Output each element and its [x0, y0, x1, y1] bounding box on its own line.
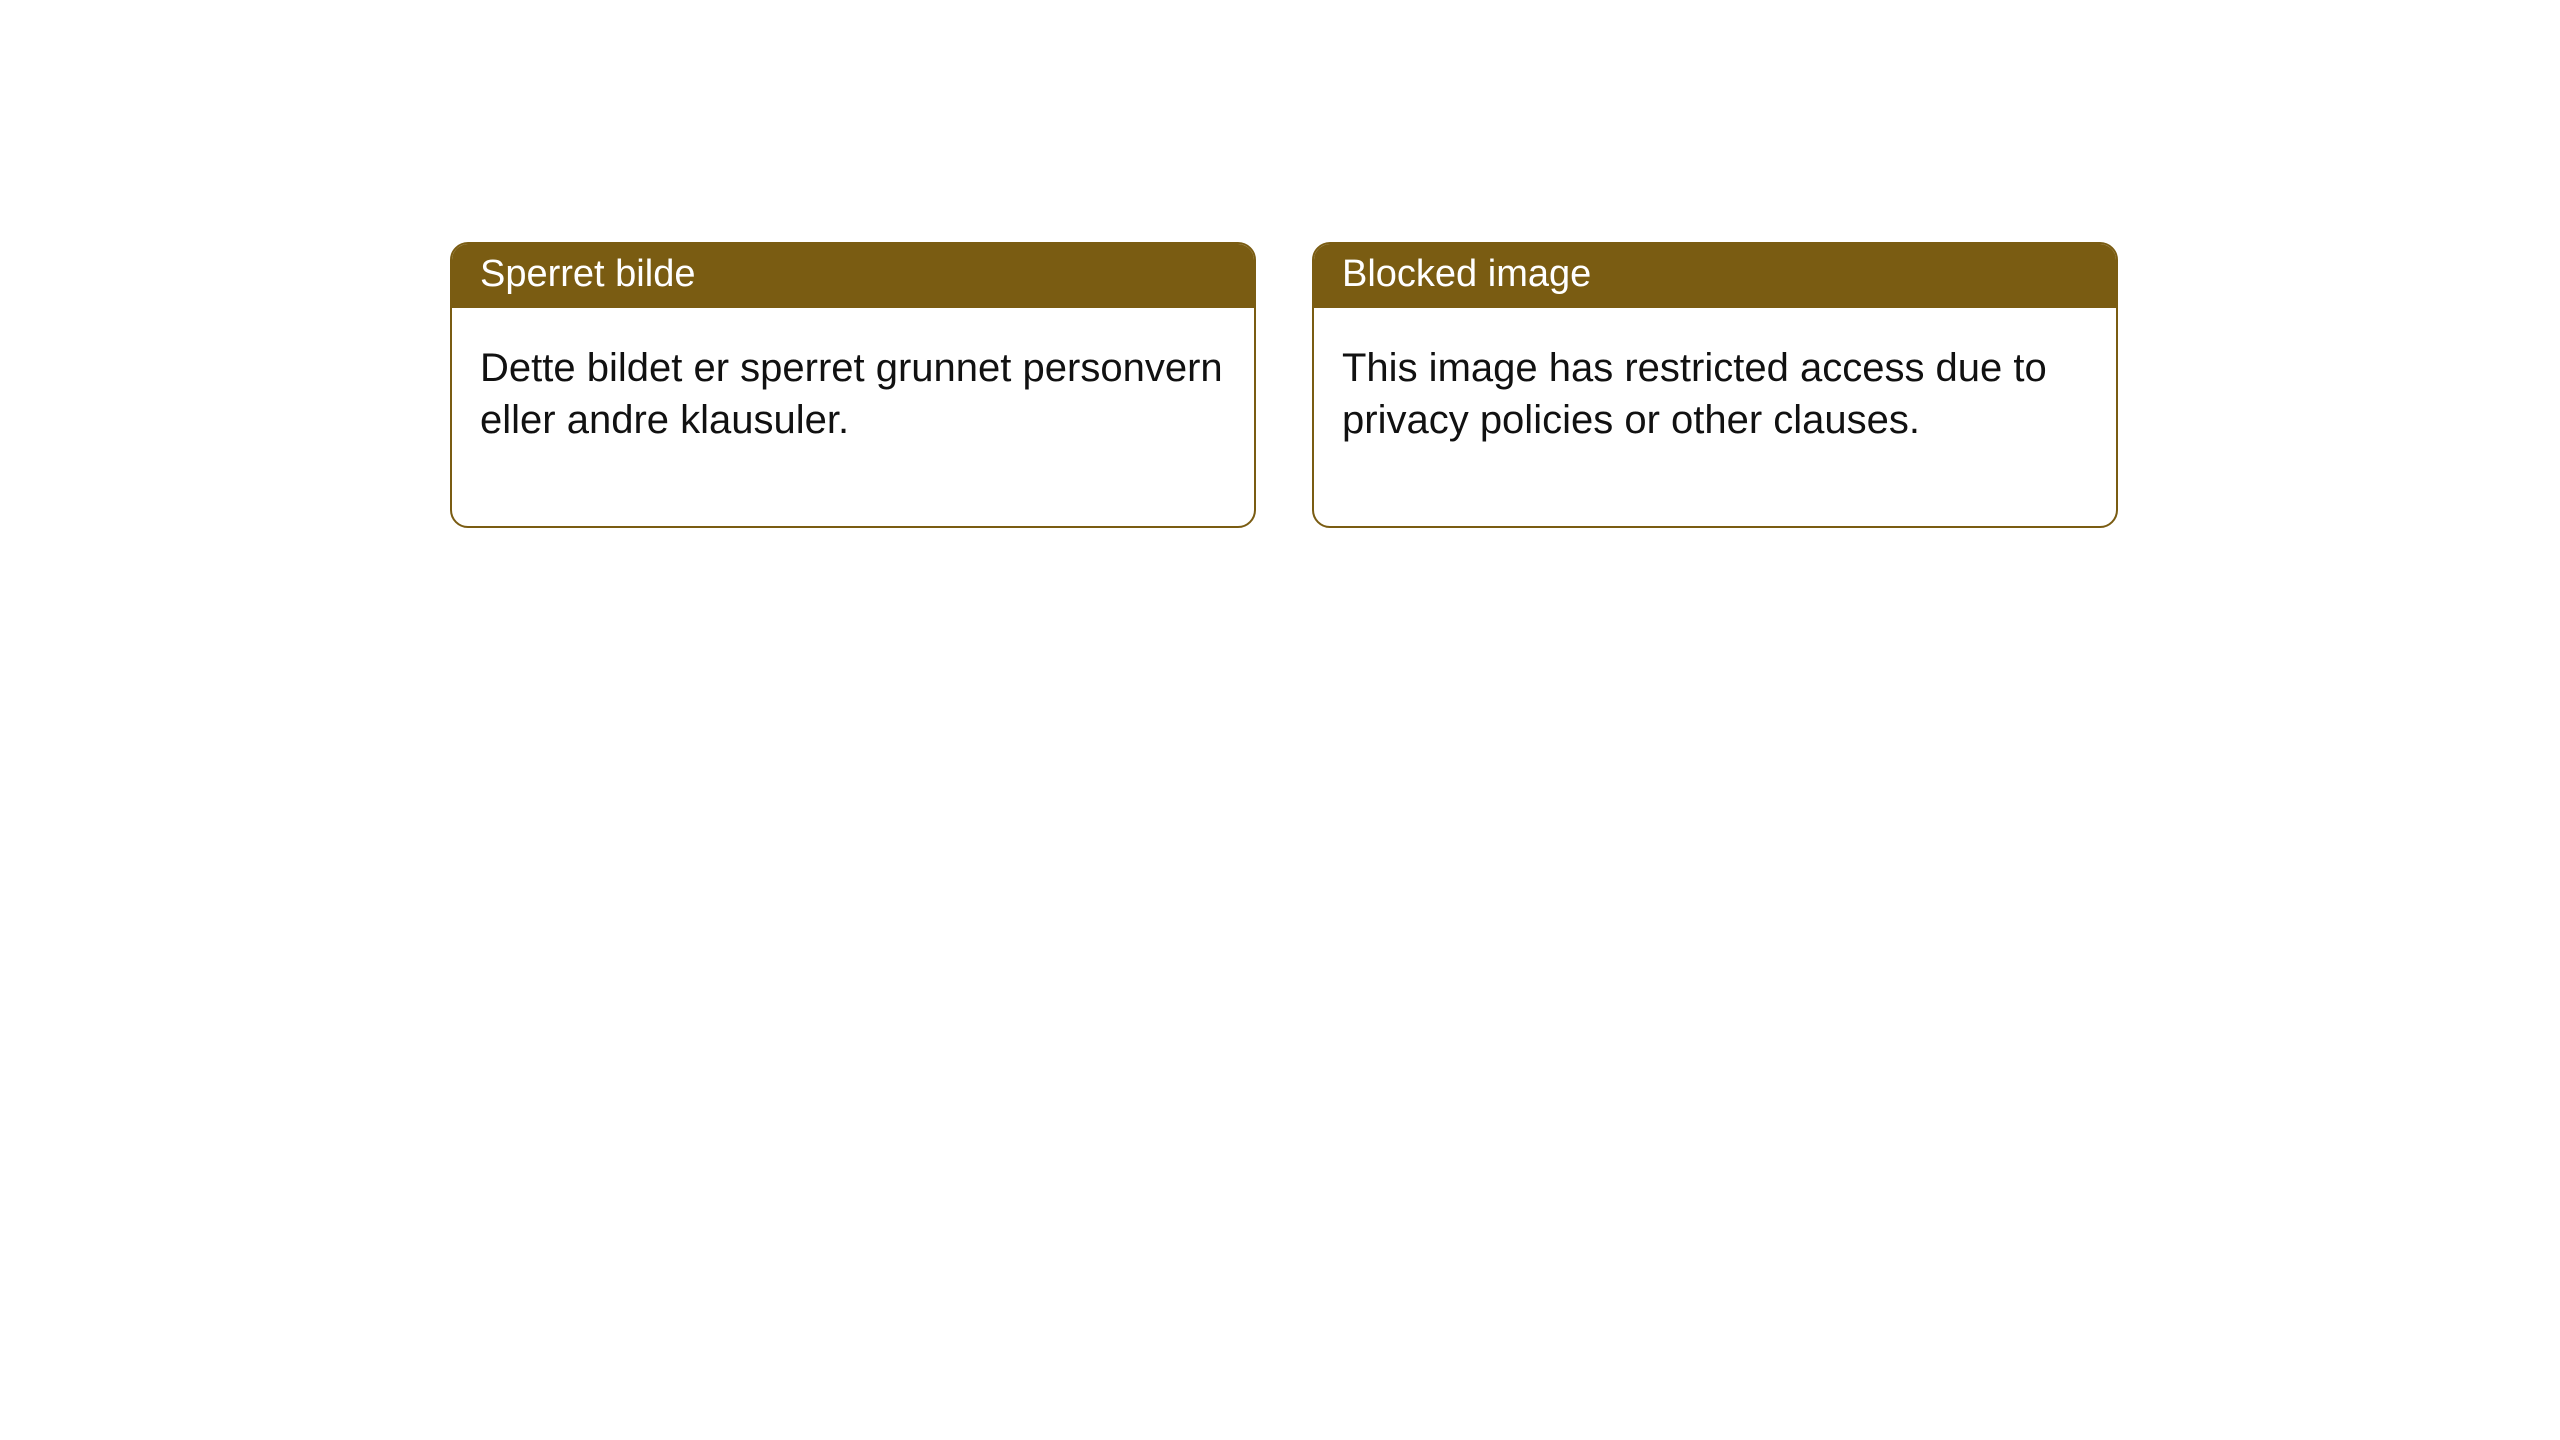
- notice-card-en: Blocked image This image has restricted …: [1312, 242, 2118, 528]
- notice-body-en: This image has restricted access due to …: [1314, 308, 2116, 526]
- notice-title-no: Sperret bilde: [452, 244, 1254, 308]
- notice-body-no: Dette bildet er sperret grunnet personve…: [452, 308, 1254, 526]
- notice-container: Sperret bilde Dette bildet er sperret gr…: [450, 242, 2118, 528]
- notice-title-en: Blocked image: [1314, 244, 2116, 308]
- notice-card-no: Sperret bilde Dette bildet er sperret gr…: [450, 242, 1256, 528]
